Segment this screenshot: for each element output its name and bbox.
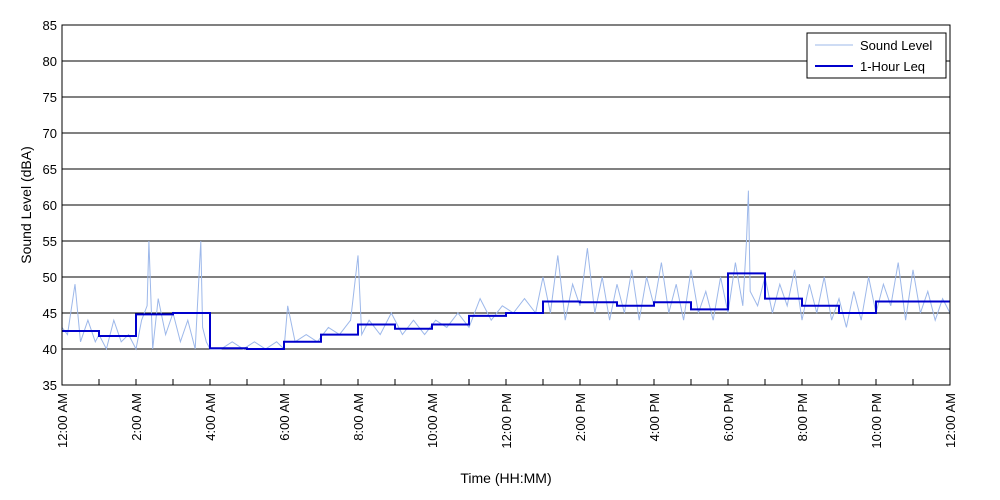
y-tick-label: 75 <box>43 90 57 105</box>
x-tick-label: 8:00 PM <box>795 393 810 441</box>
y-tick-label: 35 <box>43 378 57 393</box>
x-tick-label: 12:00 AM <box>943 393 958 448</box>
y-axis-label: Sound Level (dBA) <box>18 146 34 264</box>
y-tick-label: 60 <box>43 198 57 213</box>
grid-lines <box>62 24 950 386</box>
legend-label-sound-level: Sound Level <box>860 38 932 53</box>
series-layer <box>61 190 951 351</box>
legend-box <box>806 32 947 79</box>
x-tick-label: 2:00 AM <box>129 393 144 441</box>
x-tick-label: 12:00 PM <box>499 393 514 449</box>
y-tick-label: 55 <box>43 234 57 249</box>
x-tick-label: 2:00 PM <box>573 393 588 441</box>
legend: Sound Level 1-Hour Leq <box>806 32 947 79</box>
series-line-1-hour-leq <box>62 272 950 350</box>
x-axis-label: Time (HH:MM) <box>460 470 551 486</box>
y-tick-label: 65 <box>43 162 57 177</box>
x-tick-label: 6:00 PM <box>721 393 736 441</box>
series-line-sound-level <box>61 190 951 351</box>
x-tick-label: 12:00 AM <box>55 393 70 448</box>
x-tick-label: 4:00 PM <box>647 393 662 441</box>
tick-layer: 35 40 45 50 55 60 65 70 75 80 85 12:00 AM 2:00 AM 4:0… <box>43 18 958 449</box>
legend-label-1-hour-leq: 1-Hour Leq <box>860 59 925 74</box>
y-tick-label: 50 <box>43 270 57 285</box>
y-tick-label: 70 <box>43 126 57 141</box>
y-tick-label: 45 <box>43 306 57 321</box>
x-tick-label: 6:00 AM <box>277 393 292 441</box>
y-tick-label: 40 <box>43 342 57 357</box>
y-tick-label: 85 <box>43 18 57 33</box>
y-tick-label: 80 <box>43 54 57 69</box>
x-tick-label: 10:00 PM <box>869 393 884 449</box>
x-tick-label: 4:00 AM <box>203 393 218 441</box>
x-tick-label: 10:00 AM <box>425 393 440 448</box>
x-tick-label: 8:00 AM <box>351 393 366 441</box>
